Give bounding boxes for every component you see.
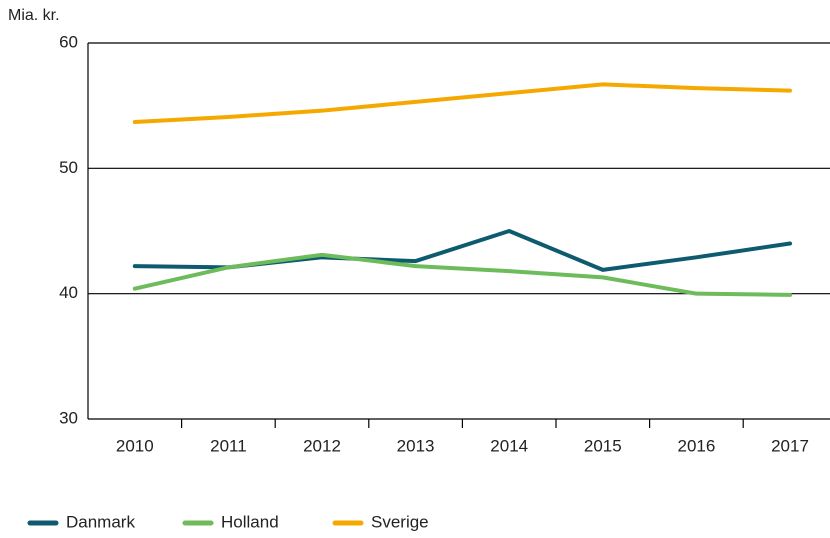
- legend-label: Sverige: [371, 512, 429, 531]
- x-tick-label: 2014: [490, 436, 528, 455]
- x-tick-label: 2012: [303, 436, 341, 455]
- y-tick-label: 30: [59, 408, 78, 427]
- x-tick-label: 2016: [677, 436, 715, 455]
- x-tick-label: 2010: [116, 436, 154, 455]
- x-tick-label: 2013: [397, 436, 435, 455]
- line: [132, 252, 792, 297]
- x-tick-label: 2015: [584, 436, 622, 455]
- line: [132, 82, 792, 124]
- y-tick-label: 40: [59, 283, 78, 302]
- x-tick-label: 2011: [210, 436, 247, 455]
- line: [132, 229, 792, 272]
- legend-label: Danmark: [66, 512, 135, 531]
- y-tick-label: 60: [59, 32, 78, 51]
- legend-label: Holland: [221, 512, 279, 531]
- x-tick-label: 2017: [771, 436, 809, 455]
- y-tick-label: 50: [59, 158, 78, 177]
- y-axis-label: Mia. kr.: [8, 7, 60, 24]
